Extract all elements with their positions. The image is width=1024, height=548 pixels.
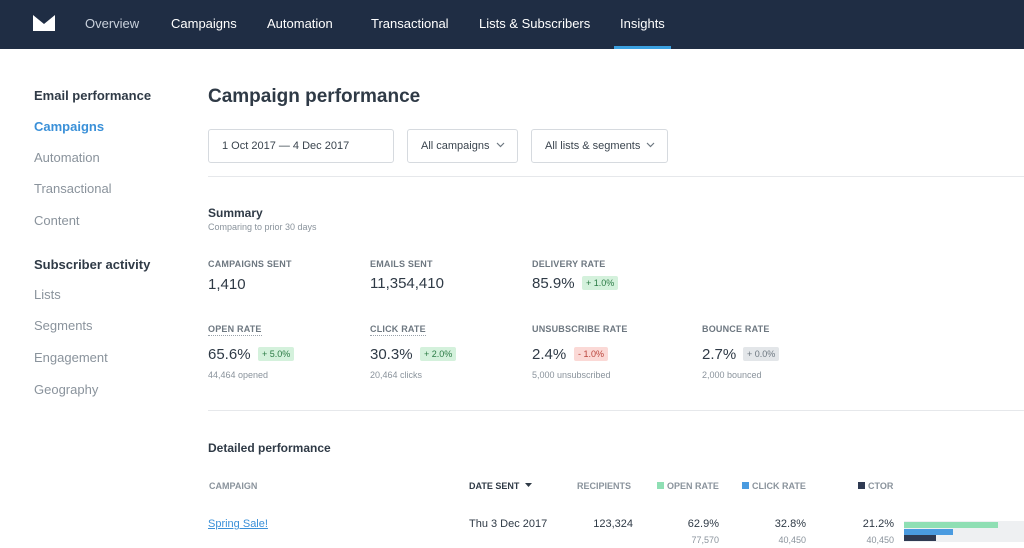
- open-rate-change-badge: + 5.0%: [258, 347, 295, 361]
- click-rate-bar: [904, 529, 953, 535]
- click-rate-legend-swatch: [742, 482, 749, 489]
- column-header-date-sent[interactable]: DATE SENT: [469, 481, 532, 491]
- row-clicks-count: 40,450: [778, 535, 806, 545]
- emails-sent-label: EMAILS SENT: [370, 259, 433, 269]
- click-rate-detail: 20,464 clicks: [370, 370, 423, 380]
- ctor-legend-swatch: [858, 482, 865, 489]
- unsubscribe-rate-label: UNSUBSCRIBE RATE: [532, 324, 628, 334]
- delivery-rate-value: 85.9%: [532, 275, 575, 292]
- row-ctor: 21.2%: [862, 518, 894, 530]
- sidebar-heading-subscriber-activity: Subscriber activity: [34, 257, 151, 272]
- open-rate-legend-swatch: [657, 482, 664, 489]
- divider: [208, 176, 1024, 177]
- sidebar-item-campaigns[interactable]: Campaigns: [34, 119, 105, 134]
- lists-dropdown-value: All lists & segments: [545, 140, 641, 152]
- nav-automation[interactable]: Automation: [267, 16, 333, 31]
- nav-insights-label: Insights: [620, 16, 665, 31]
- sidebar-item-content[interactable]: Content: [34, 213, 80, 228]
- nav-campaigns[interactable]: Campaigns: [171, 16, 237, 31]
- date-range-value: 1 Oct 2017 — 4 Dec 2017: [222, 140, 350, 152]
- campaigns-dropdown-value: All campaigns: [421, 140, 490, 152]
- row-recipients: 123,324: [593, 518, 633, 530]
- unsubscribe-rate-change-badge: - 1.0%: [574, 347, 609, 361]
- summary-title: Summary: [208, 206, 263, 220]
- active-tab-indicator: [614, 46, 671, 49]
- date-range-picker[interactable]: 1 Oct 2017 — 4 Dec 2017: [208, 129, 394, 163]
- click-rate-value: 30.3%: [370, 346, 413, 363]
- open-rate-value: 65.6%: [208, 346, 251, 363]
- row-rate-bars: [904, 521, 1024, 542]
- open-rate-header-label: OPEN RATE: [667, 481, 719, 491]
- top-nav: Overview Campaigns Automation Transactio…: [0, 0, 1024, 49]
- unsubscribe-rate-value: 2.4%: [532, 346, 567, 363]
- date-sent-header-label: DATE SENT: [469, 481, 520, 491]
- ctor-bar: [904, 535, 936, 541]
- nav-insights[interactable]: Insights: [614, 0, 671, 49]
- sidebar-item-geography[interactable]: Geography: [34, 382, 99, 397]
- row-open-rate: 62.9%: [687, 518, 719, 530]
- delivery-rate-change-badge: + 1.0%: [582, 276, 619, 290]
- sidebar-heading-email-performance: Email performance: [34, 88, 152, 103]
- column-header-click-rate[interactable]: CLICK RATE: [742, 481, 806, 491]
- open-rate-detail: 44,464 opened: [208, 370, 269, 380]
- bounce-rate-value: 2.7%: [702, 346, 737, 363]
- column-header-ctor[interactable]: CTOR: [858, 481, 893, 491]
- detailed-performance-title: Detailed performance: [208, 441, 331, 455]
- click-rate-label[interactable]: CLICK RATE: [370, 324, 426, 336]
- sidebar-item-transactional[interactable]: Transactional: [34, 181, 112, 196]
- nav-overview[interactable]: Overview: [85, 16, 140, 31]
- delivery-rate-label: DELIVERY RATE: [532, 259, 606, 269]
- chevron-down-icon: [496, 142, 505, 148]
- unsubscribe-rate-detail: 5,000 unsubscribed: [532, 370, 611, 380]
- sidebar-item-segments[interactable]: Segments: [34, 318, 93, 333]
- page-title: Campaign performance: [208, 86, 421, 107]
- sidebar-item-engagement[interactable]: Engagement: [34, 350, 108, 365]
- logo-envelope-icon[interactable]: [33, 15, 55, 31]
- emails-sent-value: 11,354,410: [370, 275, 444, 292]
- bounce-rate-change-badge: + 0.0%: [743, 347, 780, 361]
- chevron-down-icon: [646, 142, 655, 148]
- open-rate-bar: [904, 522, 998, 528]
- row-date-sent: Thu 3 Dec 2017: [469, 518, 548, 530]
- column-header-recipients[interactable]: RECIPIENTS: [577, 481, 632, 491]
- sort-descending-icon: [524, 483, 532, 487]
- open-rate-label[interactable]: OPEN RATE: [208, 324, 262, 336]
- summary-subtitle: Comparing to prior 30 days: [208, 222, 317, 232]
- row-opens-count: 77,570: [691, 535, 719, 545]
- campaigns-sent-label: CAMPAIGNS SENT: [208, 259, 292, 269]
- bounce-rate-label: BOUNCE RATE: [702, 324, 770, 334]
- column-header-open-rate[interactable]: OPEN RATE: [657, 481, 719, 491]
- nav-lists-subscribers[interactable]: Lists & Subscribers: [479, 16, 591, 31]
- column-header-campaign[interactable]: CAMPAIGN: [209, 481, 258, 491]
- sidebar-item-automation[interactable]: Automation: [34, 150, 100, 165]
- campaigns-dropdown[interactable]: All campaigns: [407, 129, 518, 163]
- campaign-link-spring-sale[interactable]: Spring Sale!: [208, 518, 268, 530]
- row-ctor-count: 40,450: [866, 535, 894, 545]
- lists-segments-dropdown[interactable]: All lists & segments: [531, 129, 668, 163]
- nav-transactional[interactable]: Transactional: [371, 16, 449, 31]
- campaigns-sent-value: 1,410: [208, 276, 246, 293]
- bounce-rate-detail: 2,000 bounced: [702, 370, 762, 380]
- ctor-header-label: CTOR: [868, 481, 894, 491]
- divider: [208, 410, 1024, 411]
- click-rate-header-label: CLICK RATE: [752, 481, 806, 491]
- row-click-rate: 32.8%: [774, 518, 806, 530]
- click-rate-change-badge: + 2.0%: [420, 347, 457, 361]
- sidebar-item-lists[interactable]: Lists: [34, 287, 61, 302]
